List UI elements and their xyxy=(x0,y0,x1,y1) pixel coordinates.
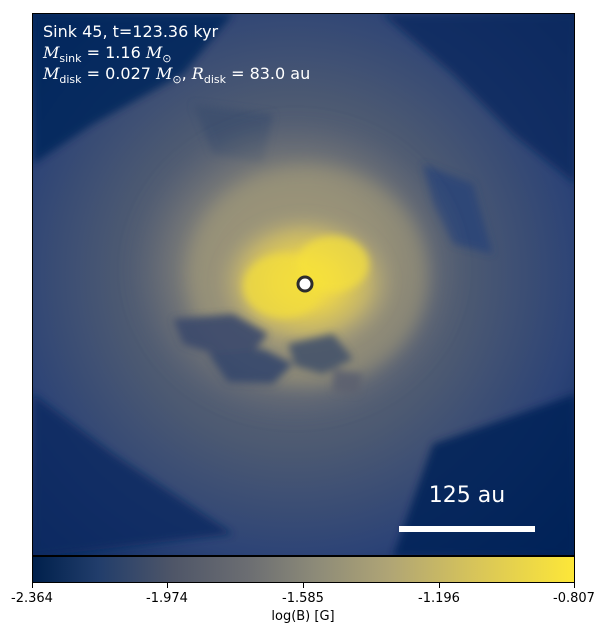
m-sink-unit: M xyxy=(145,43,163,62)
m-disk-sub: disk xyxy=(59,73,82,87)
colorbar-tick xyxy=(439,583,440,588)
colorbar-tick-label: -1.974 xyxy=(146,591,188,606)
scale-bar xyxy=(399,526,535,532)
m-disk-value: = 0.027 xyxy=(86,64,151,83)
m-disk-unit: M xyxy=(156,64,173,83)
colorbar-tick xyxy=(167,583,168,588)
colorbar-tick-label: -2.364 xyxy=(11,591,53,606)
magnetic-field-map: Sink 45, t=123.36 kyr Msink = 1.16 M⊙ Md… xyxy=(32,13,575,556)
m-disk-unit-sub: ⊙ xyxy=(172,73,182,87)
r-disk-sub: disk xyxy=(203,73,226,87)
sink-title: Sink 45, t=123.36 kyr xyxy=(43,22,219,41)
colorbar-tick xyxy=(32,583,33,588)
colorbar-tick-label: -0.807 xyxy=(553,591,595,606)
field-map-image xyxy=(33,14,574,555)
m-sink-unit-sub: ⊙ xyxy=(162,52,172,66)
m-sink-sub: sink xyxy=(59,52,82,66)
colorbar xyxy=(32,556,575,583)
disk-properties-label: Mdisk = 0.027 M⊙, Rdisk = 83.0 au xyxy=(43,64,310,90)
m-sink-value: = 1.16 xyxy=(86,43,141,62)
r-disk-symbol: R xyxy=(191,64,204,83)
colorbar-tick-label: -1.585 xyxy=(282,591,324,606)
m-sink-symbol: M xyxy=(43,43,60,62)
m-disk-symbol: M xyxy=(43,64,60,83)
colorbar-tick-label: -1.196 xyxy=(418,591,460,606)
colorbar-tick xyxy=(574,583,575,588)
colorbar-tick xyxy=(303,583,304,588)
sink-marker xyxy=(296,275,314,293)
r-disk-value: = 83.0 xyxy=(231,64,286,83)
scale-bar-label: 125 au xyxy=(428,483,506,508)
colorbar-label: log(B) [G] xyxy=(271,609,335,624)
separator: , xyxy=(181,64,192,83)
sink-mass-label: Msink = 1.16 M⊙ xyxy=(43,43,171,69)
r-disk-unit: au xyxy=(290,64,311,83)
